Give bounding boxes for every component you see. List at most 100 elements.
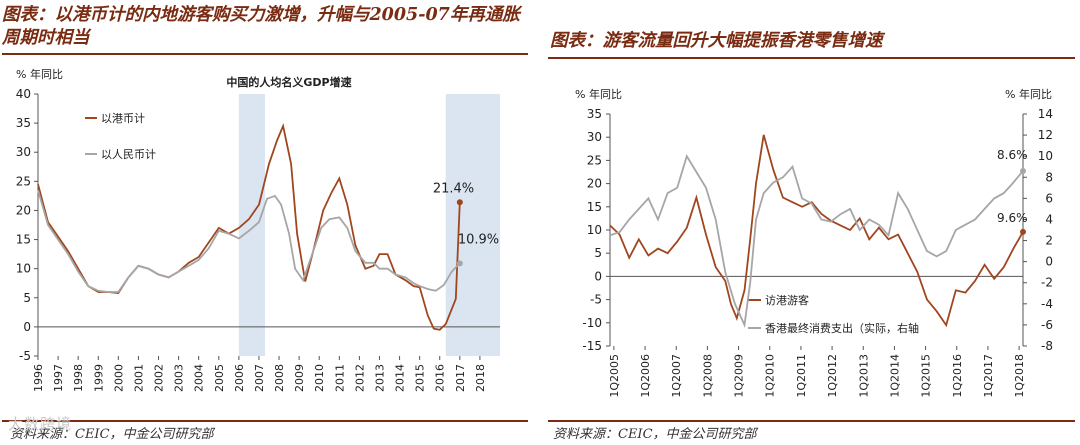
left-y-tick-label: -10	[582, 316, 602, 330]
y-tick-label: 0	[23, 320, 31, 334]
right-y-tick-label: 14	[1038, 107, 1053, 121]
x-tick-label: 2016	[434, 364, 447, 392]
series-end-label-1: 8.6%	[997, 148, 1028, 162]
left-source-rule	[2, 420, 528, 422]
left-y-tick-label: 20	[587, 177, 602, 191]
series-end-label-0: 21.4%	[433, 181, 474, 196]
x-tick-label: 2006	[233, 364, 246, 392]
left-y-tick-label: 30	[587, 130, 602, 144]
right-axis-title: % 年同比	[1005, 87, 1052, 101]
x-tick-label: 1Q2013	[857, 354, 870, 398]
right-y-tick-label: 6	[1045, 191, 1053, 205]
x-tick-label: 1996	[32, 364, 45, 392]
x-tick-label: 1999	[92, 364, 105, 392]
x-tick-label: 1Q2007	[670, 354, 683, 398]
x-tick-label: 1Q2011	[795, 354, 808, 398]
right-y-tick-label: -6	[1041, 318, 1053, 332]
series-end-marker-1	[1020, 167, 1026, 174]
x-tick-label: 2018	[474, 364, 487, 392]
legend-label-1: 香港最终消费支出（实际，右轴	[765, 321, 919, 335]
x-tick-label: 2001	[132, 364, 145, 392]
right-y-tick-label: 0	[1045, 255, 1053, 269]
y-tick-label: 35	[16, 116, 31, 130]
x-tick-label: 2004	[193, 364, 206, 392]
x-tick-label: 1Q2009	[733, 354, 746, 398]
x-tick-label: 2002	[153, 364, 166, 392]
x-tick-label: 1Q2010	[764, 354, 777, 398]
right-y-tick-label: -2	[1041, 276, 1053, 290]
y-tick-label: 40	[16, 87, 31, 101]
x-tick-label: 2014	[394, 364, 407, 392]
right-chart: -15 -10 -5 0 5 10 15 20 25 30 35 -8 -6 -4 -2 0 2 4 6 8 10 12 1…	[575, 87, 1053, 398]
y-tick-label: -5	[19, 349, 31, 363]
left-y-tick-label: 10	[587, 223, 602, 237]
y-tick-label: 5	[23, 291, 31, 305]
right-panel-title: 图表：游客流量回升大幅提振香港零售增速	[550, 31, 883, 51]
right-y-tick-label: 8	[1045, 170, 1053, 184]
right-y-tick-label: 10	[1038, 149, 1053, 163]
x-tick-label: 1Q2008	[701, 354, 714, 398]
legend-label-0: 访港游客	[765, 293, 809, 307]
x-tick-label: 2009	[293, 364, 306, 392]
x-tick-label: 1Q2006	[639, 354, 652, 398]
x-tick-label: 1998	[72, 364, 85, 392]
series-end-label-0: 9.6%	[997, 211, 1028, 225]
y-tick-label: 25	[16, 174, 31, 188]
series-end-marker-1	[456, 260, 463, 267]
x-tick-label: 1Q2005	[608, 354, 621, 398]
left-y-tick-label: 5	[594, 246, 602, 260]
left-title-rule	[2, 53, 528, 55]
series-line-1	[37, 189, 461, 293]
right-source-rule	[548, 420, 1075, 422]
series-end-marker-0	[456, 199, 463, 206]
right-title-rule	[548, 57, 1075, 59]
y-axis-title: % 年同比	[16, 67, 63, 81]
x-tick-label: 1Q2017	[982, 354, 995, 398]
legend-label-1: 以人民币计	[101, 148, 156, 161]
right-y-tick-label: -4	[1041, 297, 1053, 311]
right-source-note: 资料来源：CEIC，中金公司研究部	[553, 427, 757, 442]
left-y-tick-label: 25	[587, 153, 602, 167]
x-tick-label: 2005	[213, 364, 226, 392]
left-y-tick-label: -15	[582, 339, 602, 353]
legend-label-0: 以港币计	[101, 112, 145, 125]
left-panel: 图表：以港币计的内地游客购买力激增，升幅与2005-07年再通胀周期时相当 -5…	[0, 0, 530, 445]
left-panel-title: 图表：以港币计的内地游客购买力激增，升幅与2005-07年再通胀周期时相当	[2, 5, 520, 48]
x-tick-label: 1Q2018	[1013, 354, 1026, 398]
x-tick-label: 1Q2015	[920, 354, 933, 398]
x-tick-label: 1Q2016	[951, 354, 964, 398]
x-tick-label: 2003	[173, 364, 186, 392]
left-source-note: 资料来源：CEIC，中金公司研究部	[10, 427, 214, 442]
x-tick-label: 1997	[52, 364, 65, 392]
series-line-0	[37, 122, 461, 331]
x-tick-label: 2012	[353, 364, 366, 392]
right-panel: 图表：游客流量回升大幅提振香港零售增速 -15 -10 -5 0 5 10 15 20 25 30…	[545, 0, 1080, 445]
series-line-1	[609, 154, 1024, 329]
x-tick-label: 1Q2014	[888, 354, 901, 398]
right-y-tick-label: 4	[1045, 212, 1053, 226]
y-tick-label: 30	[16, 145, 31, 159]
y-tick-label: 15	[16, 233, 31, 247]
series-end-marker-0	[1020, 228, 1026, 235]
x-tick-label: 2000	[112, 364, 125, 392]
left-y-tick-label: 0	[594, 269, 602, 283]
left-y-tick-label: 15	[587, 200, 602, 214]
x-tick-label: 2011	[333, 364, 346, 392]
right-y-tick-label: 12	[1038, 128, 1053, 142]
series-end-label-1: 10.9%	[458, 232, 499, 247]
x-tick-label: 2015	[414, 364, 427, 392]
x-tick-label: 2010	[313, 364, 326, 392]
watermark-text: 大数跨境	[8, 415, 73, 433]
x-tick-label: 2017	[454, 364, 467, 392]
chart-title: 中国的人均名义GDP增速	[226, 75, 351, 89]
x-tick-label: 2007	[253, 364, 266, 392]
right-y-tick-label: -8	[1041, 339, 1053, 353]
x-tick-label: 1Q2012	[826, 354, 839, 398]
y-tick-label: 20	[16, 203, 31, 217]
left-y-tick-label: 35	[587, 107, 602, 121]
x-tick-label: 2013	[373, 364, 386, 392]
series-line-0	[609, 134, 1024, 328]
left-axis-title: % 年同比	[575, 87, 622, 101]
y-tick-label: 10	[16, 262, 31, 276]
